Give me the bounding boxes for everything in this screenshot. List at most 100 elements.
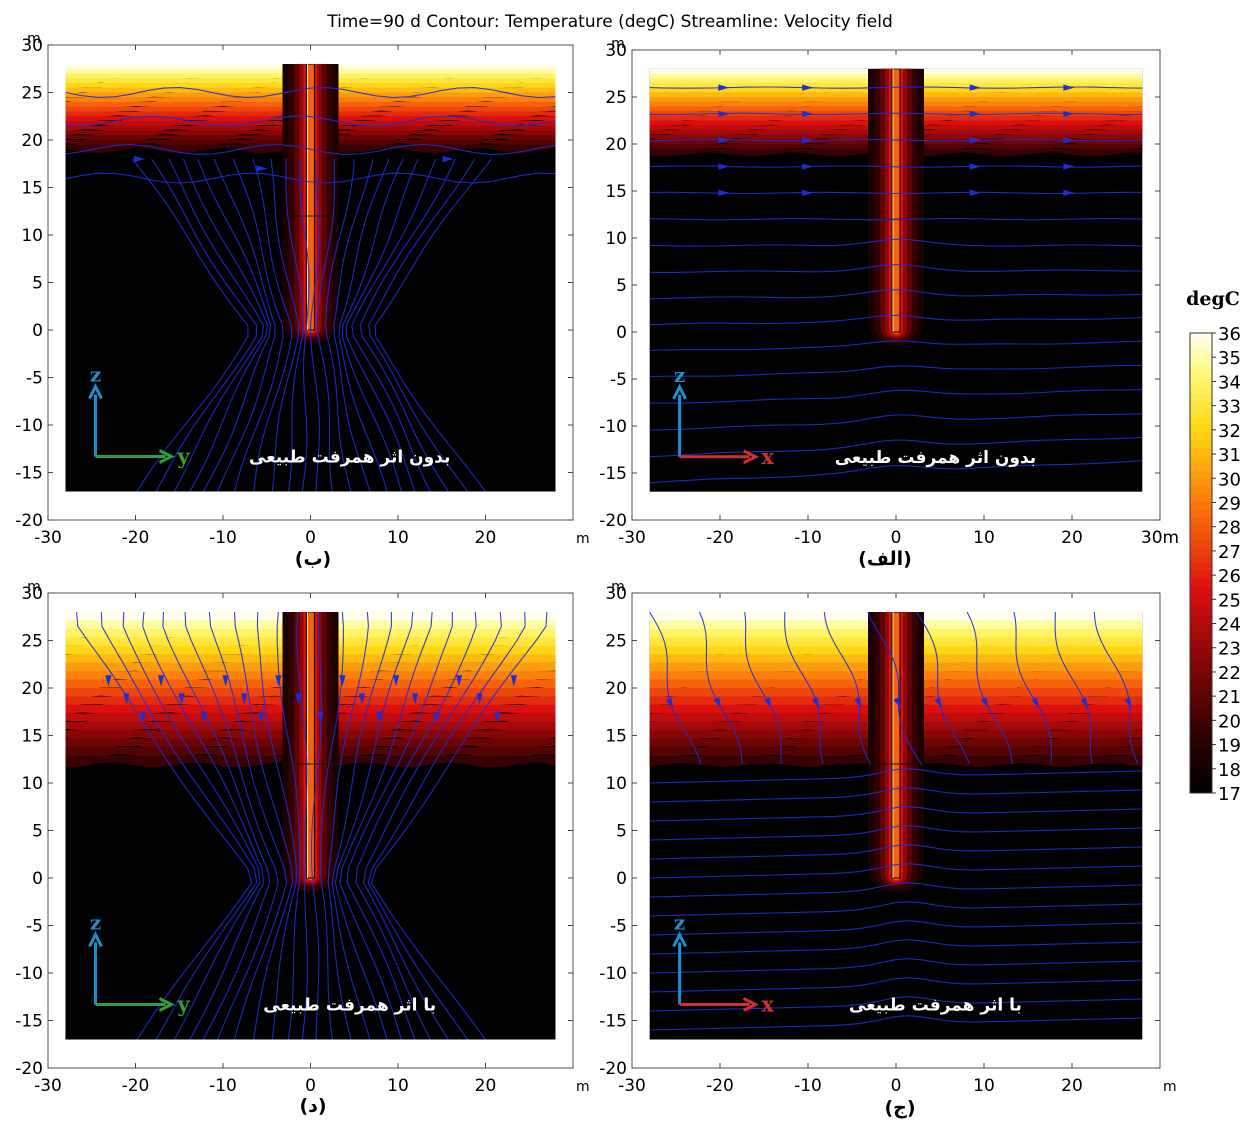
streamline [1013, 612, 1052, 765]
temperature-contour [649, 68, 1143, 492]
streamline [649, 139, 1143, 142]
x-tick-label: 10 [973, 528, 995, 548]
y-unit-label: m [611, 579, 625, 595]
streamline [649, 844, 1143, 860]
streamline-arrow [295, 693, 302, 705]
streamline [649, 459, 1143, 484]
streamline-arrow [123, 693, 130, 705]
axis-arrowhead-vertical [88, 931, 103, 948]
streamline-arrow [1031, 697, 1040, 709]
streamline [355, 612, 477, 1040]
axis-arrowhead-vertical [672, 931, 687, 948]
streamline [698, 612, 743, 765]
colorbar-swatch [1190, 363, 1212, 372]
streamline [131, 158, 249, 492]
streamline [346, 612, 453, 1040]
streamline [351, 158, 437, 492]
colorbar-swatch [1190, 348, 1212, 357]
streamline [184, 612, 279, 1040]
y-tick-label: 20 [21, 131, 43, 151]
colorbar-swatch [1190, 777, 1212, 786]
streamline-arrow [1080, 697, 1089, 709]
streamline [966, 612, 1013, 765]
y-tick-label: 15 [21, 727, 43, 747]
y-tick-label: -5 [26, 369, 43, 389]
colorbar-swatch [1190, 448, 1212, 457]
streamline [368, 158, 476, 492]
y-tick-label: -20 [599, 511, 627, 531]
streamline-arrow [275, 675, 282, 687]
streamline-arrow [665, 697, 674, 709]
y-tick-label: 5 [32, 822, 43, 842]
axis-arrowhead-horizontal [742, 997, 759, 1012]
streamline-arrow [1063, 137, 1075, 144]
colorbar-tick-label: 36 [1218, 324, 1241, 345]
colorbar-tick-label: 29 [1218, 493, 1241, 514]
streamline-arrow [969, 110, 981, 118]
y-tick-label: -15 [15, 464, 43, 484]
streamline [867, 612, 922, 765]
colorbar-swatch [1190, 601, 1212, 610]
y-tick-label: 0 [616, 869, 627, 889]
streamline [649, 165, 1143, 168]
colorbar-tick-label: 28 [1218, 518, 1241, 539]
y-unit-label: m [611, 36, 625, 52]
colorbar: degC 36 35 34 33 32 31 30 29 28 27 26 25 24 23 22 21 20 1… [1186, 288, 1241, 805]
x-tick-label: 0 [305, 528, 316, 548]
streamline-arrow [713, 697, 722, 709]
y-tick-label: 20 [605, 135, 627, 155]
y-tick-label: -20 [15, 511, 43, 531]
streamline-arrow [105, 675, 112, 687]
x-tick-label: 20 [1061, 1076, 1083, 1096]
streamline-arrow [969, 189, 981, 196]
streamline [168, 158, 264, 492]
streamline [256, 612, 298, 1040]
colorbar-swatch [1190, 693, 1212, 702]
colorbar-swatch [1190, 547, 1212, 556]
streamline-arrow [718, 84, 730, 91]
streamline-arrow [442, 155, 454, 163]
colorbar-swatch [1190, 409, 1212, 418]
pipe [891, 68, 901, 333]
streamline [649, 882, 1143, 898]
y-tick-label: -20 [599, 1059, 627, 1079]
colorbar-tick-label: 17 [1218, 784, 1241, 805]
streamline-arrow [494, 711, 501, 723]
x-tick-label: 0 [305, 1076, 316, 1096]
x-tick-label: 10 [973, 1076, 995, 1096]
streamline [270, 158, 300, 492]
colorbar-swatch [1190, 670, 1212, 679]
streamline-arrow [1124, 697, 1133, 709]
streamline-arrow [1063, 110, 1075, 118]
colorbar-tick-label: 23 [1218, 639, 1241, 660]
plume-contour [892, 68, 900, 335]
y-tick-label: 5 [616, 276, 627, 296]
colorbar-swatch [1190, 785, 1212, 794]
streamline [649, 364, 1143, 378]
panels: z y بدون اثر همرفت طبیعی 30 25 20 15 10 5 0 -5 -10 -… [15, 31, 1179, 1119]
y-tick-label: -5 [610, 917, 627, 937]
panel-jim: z x با اثر همرفت طبیعی 30 25 20 15 10 5 0 -5 -10 -15… [599, 579, 1176, 1119]
x-tick-label: -10 [209, 1076, 237, 1096]
streamline [649, 863, 1143, 879]
axis-label-vertical: z [90, 363, 101, 387]
axis-label-vertical: z [674, 363, 685, 387]
streamline [65, 143, 556, 155]
colorbar-swatch [1190, 425, 1212, 434]
y-tick-label: 20 [605, 679, 627, 699]
x-unit-label: m [576, 1079, 590, 1095]
streamline [649, 238, 1143, 247]
temperature-contour [65, 64, 556, 492]
x-tick-label: -30 [618, 528, 646, 548]
colorbar-swatch [1190, 471, 1212, 480]
streamline [374, 158, 492, 492]
panel-label: (الف) [858, 548, 912, 570]
streamline [649, 787, 1143, 803]
streamline-arrow [1063, 189, 1075, 196]
x-tick-label: 20 [1061, 528, 1083, 548]
temperature-contour [65, 612, 556, 1040]
streamline-arrow [802, 110, 814, 118]
y-tick-label: -15 [15, 1012, 43, 1032]
streamline [649, 112, 1143, 116]
